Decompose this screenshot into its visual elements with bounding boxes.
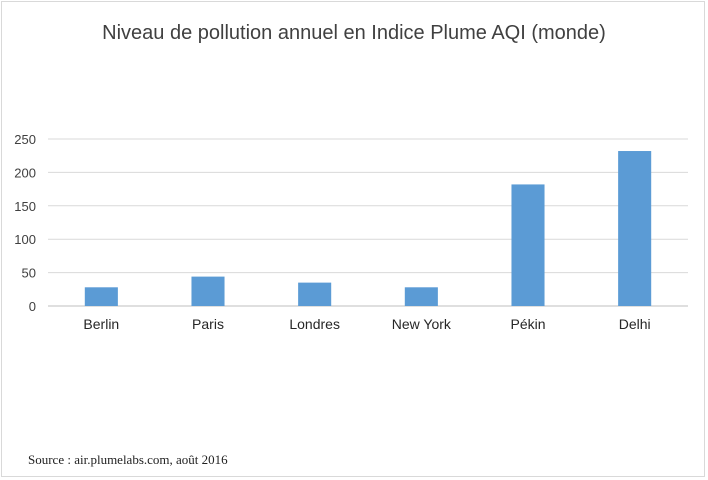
bar-paris	[191, 276, 225, 306]
x-tick-label: New York	[392, 316, 452, 332]
y-tick-label: 200	[14, 165, 36, 180]
y-tick-label: 0	[29, 299, 36, 314]
x-axis-ticks: Berlin Paris Londres New York Pékin Delhi	[83, 316, 650, 332]
bar-new-york	[404, 287, 438, 306]
x-tick-label: Delhi	[619, 316, 651, 332]
bar-berlin	[84, 287, 118, 306]
x-tick-label: Londres	[289, 316, 340, 332]
source-note: Source : air.plumelabs.com, août 2016	[28, 452, 228, 467]
chart-title: Niveau de pollution annuel en Indice Plu…	[102, 22, 606, 44]
y-tick-label: 50	[22, 266, 36, 281]
bar-pékin	[511, 184, 545, 306]
gridlines	[48, 138, 688, 307]
x-tick-label: Pékin	[510, 316, 545, 332]
bars	[84, 151, 652, 306]
y-tick-label: 150	[14, 199, 36, 214]
bar-delhi	[618, 151, 652, 306]
bar-londres	[298, 282, 332, 306]
y-tick-label: 100	[14, 232, 36, 247]
x-tick-label: Berlin	[83, 316, 119, 332]
y-axis-ticks: 0 50 100 150 200 250	[14, 132, 36, 314]
x-tick-label: Paris	[192, 316, 224, 332]
y-tick-label: 250	[14, 132, 36, 147]
